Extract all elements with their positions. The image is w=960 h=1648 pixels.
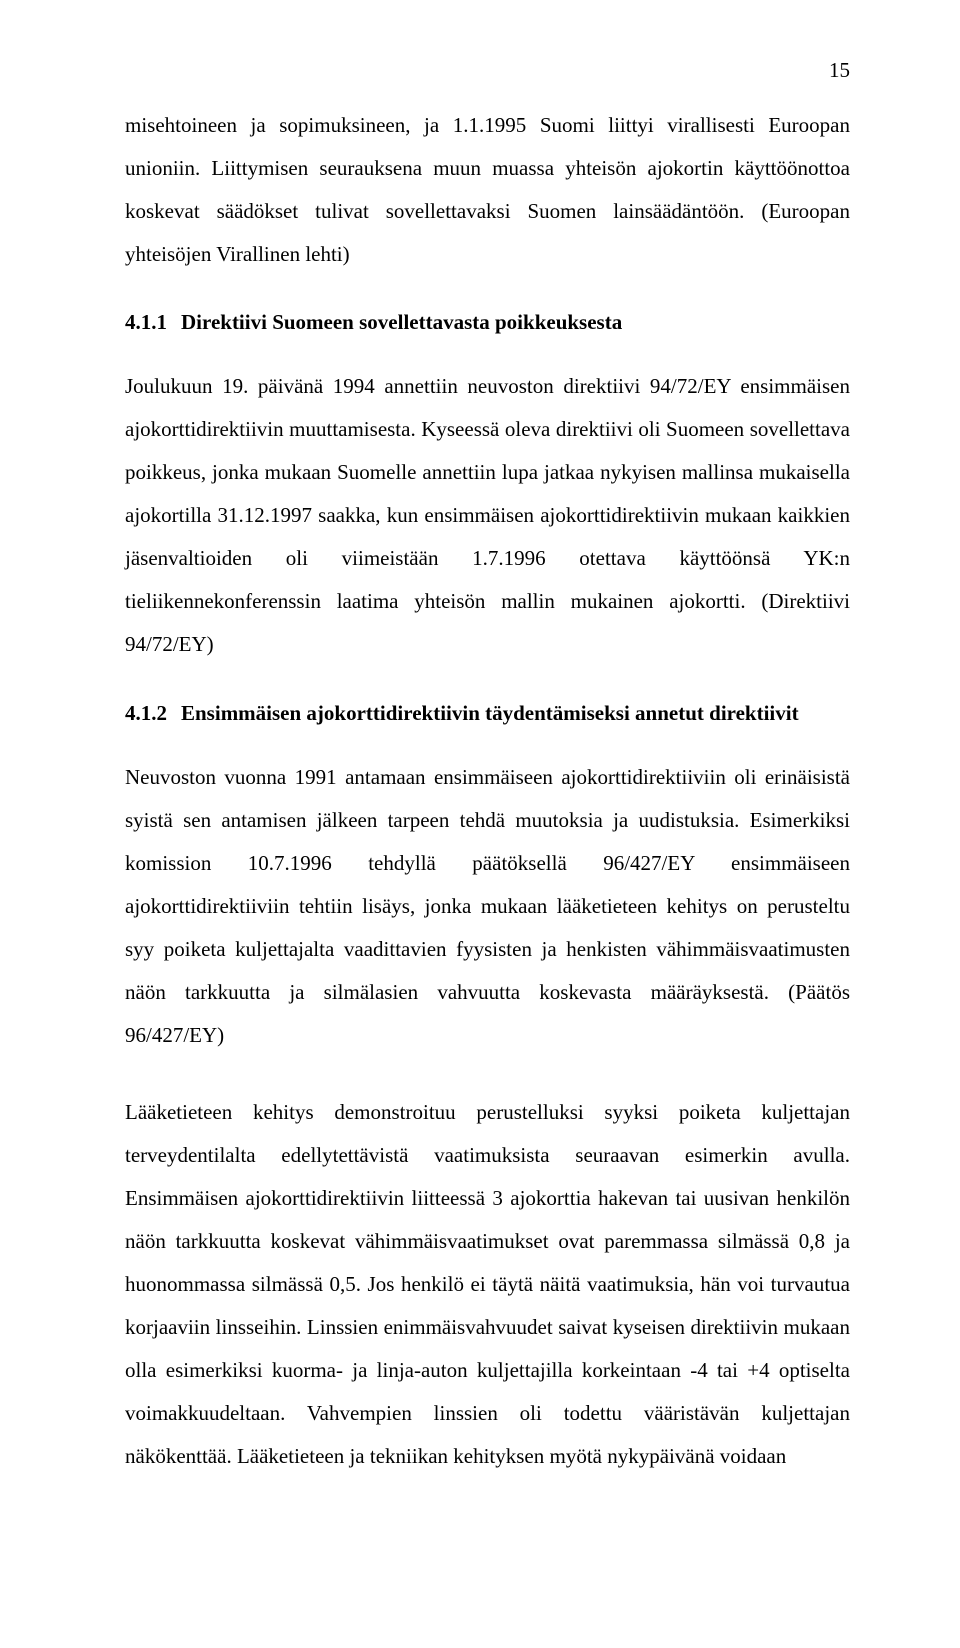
paragraph: Neuvoston vuonna 1991 antamaan ensimmäis… [125,756,850,1057]
heading-number: 4.1.2 [125,701,181,726]
section-heading: 4.1.2 Ensimmäisen ajokorttidirektiivin t… [125,701,850,726]
paragraph: misehtoineen ja sopimuksineen, ja 1.1.19… [125,104,850,276]
document-page: 15 misehtoineen ja sopimuksineen, ja 1.1… [0,0,960,1648]
page-number: 15 [829,58,850,83]
heading-title: Direktiivi Suomeen sovellettavasta poikk… [181,310,850,335]
paragraph: Joulukuun 19. päivänä 1994 annettiin neu… [125,365,850,666]
heading-title: Ensimmäisen ajokorttidirektiivin täydent… [181,701,850,726]
paragraph: Lääketieteen kehitys demonstroituu perus… [125,1091,850,1478]
heading-number: 4.1.1 [125,310,181,335]
section-heading: 4.1.1 Direktiivi Suomeen sovellettavasta… [125,310,850,335]
